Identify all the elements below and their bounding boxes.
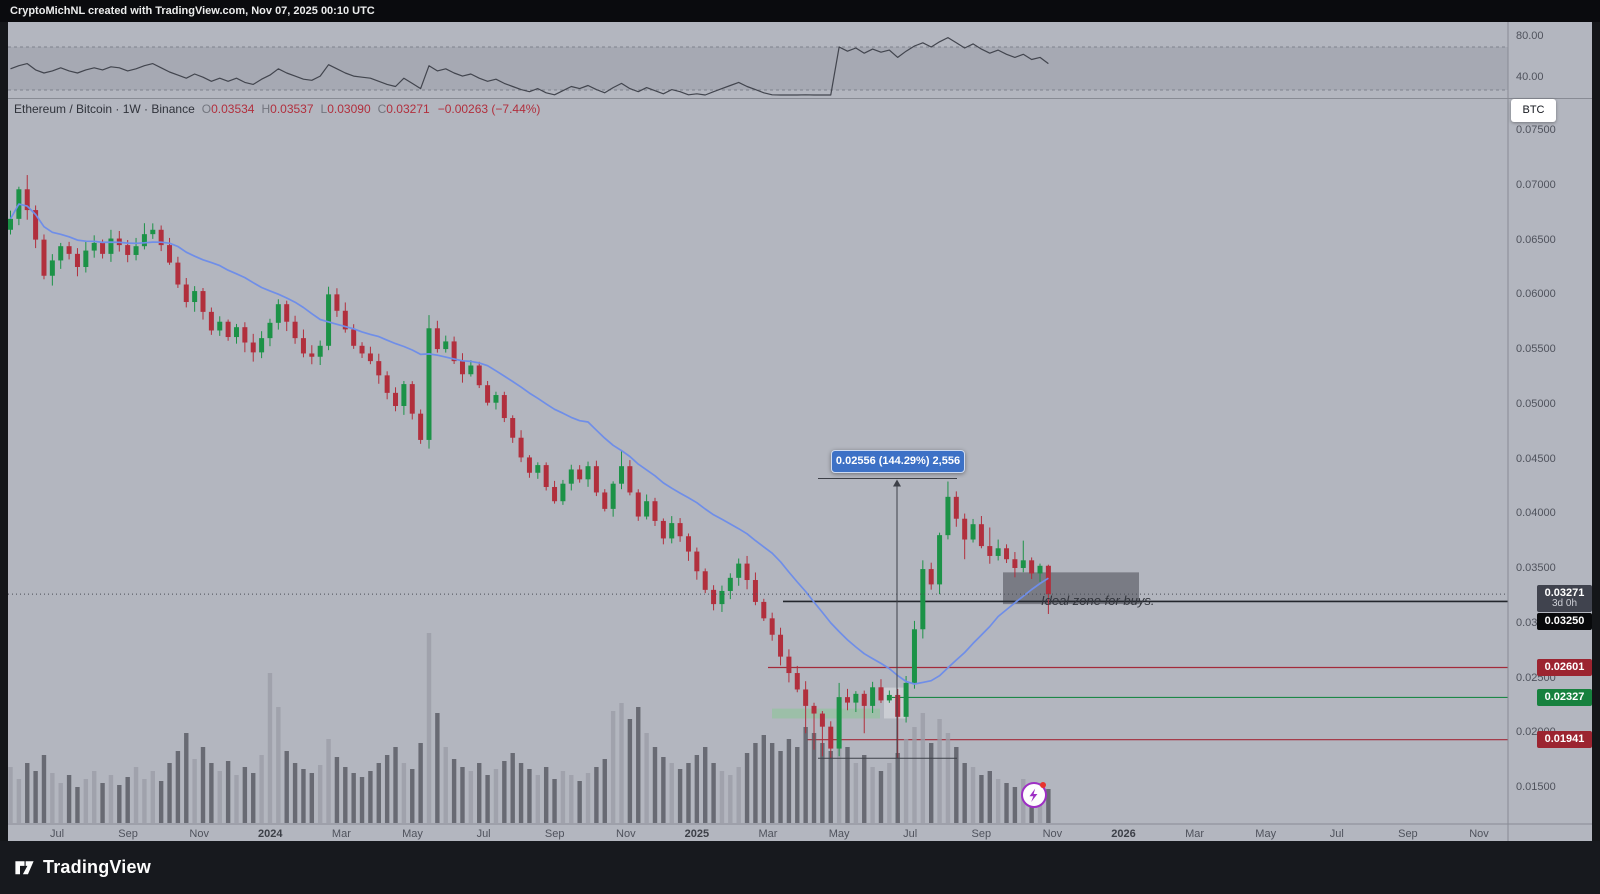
time-tick-label: Sep <box>118 828 138 840</box>
symbol-title[interactable]: Ethereum / Bitcoin · 1W · Binance <box>14 102 195 116</box>
symbol-info: Ethereum / Bitcoin · 1W · Binance O0.0353… <box>14 102 540 116</box>
lightning-icon <box>1029 788 1038 802</box>
time-tick-label: 2025 <box>684 828 710 840</box>
price-tick-label: 0.04000 <box>1516 507 1556 520</box>
time-tick-label: 2026 <box>1111 828 1136 840</box>
price-line-label: 0.02601 <box>1537 658 1592 676</box>
price-tick-label: 0.07500 <box>1516 124 1556 137</box>
time-tick-label: Sep <box>1398 828 1418 840</box>
time-tick-label: Jul <box>1329 828 1344 840</box>
attribution-bar: CryptoMichNL created with TradingView.co… <box>0 0 1600 22</box>
price-tick-label: 0.03500 <box>1516 562 1556 575</box>
price-tick-label: 0.05500 <box>1516 343 1556 356</box>
price-tick-label: 0.06000 <box>1516 288 1556 301</box>
time-tick-label: Jul <box>476 828 491 840</box>
rsi-tick-label: 80.00 <box>1516 29 1544 42</box>
open-key: O <box>201 102 212 116</box>
high-value: 0.03537 <box>270 102 314 116</box>
time-tick-label: 2024 <box>258 828 283 840</box>
bar-countdown: 3d 0h <box>1551 598 1578 610</box>
price-line-label: 0.01941 <box>1537 731 1592 749</box>
price-tick-label: 0.07000 <box>1516 179 1556 191</box>
price-line-label: 0.02327 <box>1537 688 1592 706</box>
measure-tooltip: 0.02556 (144.29%) 2,556 <box>831 450 965 473</box>
tradingview-logo-icon[interactable] <box>13 856 36 879</box>
low-value: 0.03090 <box>327 102 371 116</box>
time-tick-label: Sep <box>544 828 565 840</box>
price-tick-label: 0.04500 <box>1516 452 1556 465</box>
price-line-label: 0.03250 <box>1537 612 1592 630</box>
close-key: C <box>377 102 387 116</box>
high-key: H <box>261 102 271 116</box>
footer-bar: TradingView <box>0 841 1600 894</box>
ideal-zone-note: Ideal zone for buys. <box>1041 593 1155 608</box>
time-tick-label: Nov <box>616 828 636 840</box>
currency-toggle-btc[interactable]: BTC <box>1511 99 1556 122</box>
time-tick-label: Mar <box>1185 828 1205 840</box>
time-tick-label: Nov <box>1469 828 1489 840</box>
low-key: L <box>320 102 328 116</box>
current-price-label: 0.03271 3d 0h <box>1537 585 1592 613</box>
time-tick-label: May <box>402 828 423 840</box>
lightning-badge[interactable] <box>1021 782 1047 808</box>
time-tick-label: Sep <box>971 828 992 840</box>
change-value: −0.00263 (−7.44%) <box>437 102 541 116</box>
price-tick-label: 0.06500 <box>1516 233 1556 246</box>
price-tick-label: 0.05000 <box>1516 397 1556 410</box>
open-value: 0.03534 <box>211 102 255 116</box>
time-tick-label: Mar <box>758 828 778 840</box>
current-price-value: 0.03271 <box>1544 587 1585 600</box>
notification-dot <box>1040 782 1046 788</box>
tradingview-brand-text[interactable]: TradingView <box>43 857 151 877</box>
time-tick-label: Mar <box>331 828 351 840</box>
rsi-tick-label: 40.00 <box>1516 71 1544 84</box>
time-tick-label: May <box>828 828 850 840</box>
time-tick-label: Nov <box>1042 828 1063 840</box>
time-tick-label: Nov <box>189 828 209 840</box>
price-tick-label: 0.01500 <box>1516 780 1556 793</box>
time-tick-label: Jul <box>49 828 65 840</box>
time-tick-label: Jul <box>903 828 918 840</box>
close-value: 0.03271 <box>386 102 430 116</box>
time-tick-label: May <box>1255 828 1277 840</box>
attribution-text: CryptoMichNL created with TradingView.co… <box>10 5 375 17</box>
